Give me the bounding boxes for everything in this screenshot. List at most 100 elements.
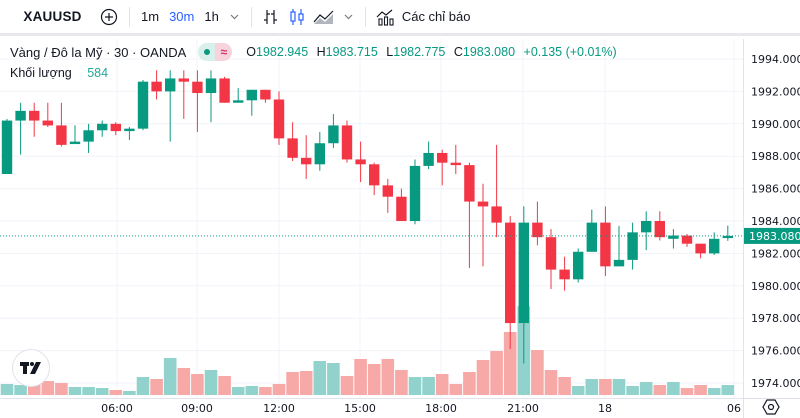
candle	[219, 76, 230, 103]
bar-chart-icon	[263, 9, 277, 24]
volume-bar	[14, 385, 27, 395]
time-tick-label: 06	[727, 402, 741, 415]
candle	[314, 131, 325, 171]
candle	[205, 70, 217, 123]
volume-bar	[55, 383, 68, 395]
candle	[369, 162, 380, 196]
volume-bar	[503, 332, 517, 395]
candle	[355, 141, 366, 183]
volume-bar	[449, 384, 463, 395]
candle	[505, 216, 516, 349]
indicators-icon	[376, 9, 394, 26]
candle	[165, 70, 176, 142]
candle	[518, 206, 529, 364]
volume-bar	[626, 386, 639, 395]
volume-label[interactable]: Khối lượng	[10, 66, 72, 80]
candle	[423, 141, 434, 170]
bar-chart-type-button[interactable]	[258, 3, 284, 31]
volume-bar	[123, 391, 136, 395]
open-label: O	[246, 45, 257, 59]
volume-bar	[667, 382, 680, 395]
volume-bar	[531, 350, 544, 395]
market-status-pill[interactable]: ≈	[198, 43, 233, 61]
interval-dropdown-button[interactable]	[224, 3, 245, 31]
volume-bar	[422, 377, 435, 395]
candle	[233, 88, 244, 103]
candle	[83, 123, 94, 153]
hexagon-settings-icon	[762, 399, 780, 415]
tradingview-logo[interactable]	[12, 349, 50, 387]
candle	[192, 70, 203, 132]
candle	[328, 114, 339, 149]
candle	[722, 225, 733, 241]
volume-bar	[109, 390, 123, 395]
candle	[260, 89, 271, 103]
last-price-badge	[744, 227, 800, 244]
interval-1h-button[interactable]: 1h	[204, 9, 219, 24]
volume-bar	[340, 376, 354, 395]
price-tick-label: 1994.000	[751, 53, 800, 66]
volume-bar	[177, 368, 191, 395]
volume-bar	[204, 370, 218, 395]
time-tick-label: 18	[598, 402, 612, 415]
volume-bar	[68, 387, 82, 395]
indicators-label: Các chỉ báo	[401, 9, 471, 24]
candle	[110, 122, 121, 136]
add-symbol-button[interactable]	[95, 3, 123, 31]
volume-bar	[694, 385, 707, 395]
ohlc-values: O1982.945 H1983.715 L1982.775 C1983.080 …	[246, 45, 621, 59]
series-title[interactable]: Vàng / Đô la Mỹ · 30 · OANDA	[10, 44, 187, 60]
volume-bar	[544, 370, 558, 395]
time-tick-label: 15:00	[344, 402, 376, 415]
interval-1m-button[interactable]: 1m	[141, 9, 160, 24]
price-tick-label: 1988.000	[751, 150, 800, 163]
candle	[464, 162, 475, 268]
time-tick-label: 18:00	[425, 402, 457, 415]
time-tick-label: 09:00	[181, 402, 213, 415]
candle	[545, 229, 557, 290]
volume-value: 584	[87, 66, 109, 80]
chart-type-dropdown-button[interactable]	[338, 3, 359, 31]
candle	[668, 229, 679, 249]
symbol-search-button[interactable]: XAUUSD	[23, 9, 82, 24]
volume-bar	[82, 387, 95, 395]
interval-30m-button[interactable]: 30m	[169, 9, 195, 24]
time-tick-label: 12:00	[263, 402, 295, 415]
volume-bar	[95, 388, 109, 395]
time-tick-label: 21:00	[507, 402, 539, 415]
candle	[586, 209, 597, 252]
volume-bar	[286, 372, 299, 395]
volume-bar	[612, 379, 626, 395]
price-chart[interactable]: 1994.000 1992.000 1990.000 1988.000 1986.000…	[0, 39, 800, 418]
volume-bar	[327, 363, 340, 395]
price-tick-label: 1986.000	[751, 183, 800, 196]
indicators-button[interactable]: Các chỉ báo	[372, 3, 475, 31]
candle	[341, 120, 353, 163]
top-toolbar: XAUUSD 1m 30m 1h	[0, 0, 800, 36]
candle	[396, 188, 407, 221]
volume-bar	[585, 379, 599, 395]
open-value: 1982.945	[256, 45, 309, 59]
candle-chart-type-button[interactable]	[284, 3, 310, 31]
volume-bar	[721, 385, 735, 395]
chevron-down-icon	[344, 14, 353, 19]
area-chart-type-button[interactable]	[310, 3, 338, 31]
price-tick-label: 1976.000	[751, 345, 800, 358]
change-value: +0.135 (+0.01%)	[523, 45, 617, 59]
plus-circle-icon	[100, 8, 118, 25]
candle	[151, 70, 162, 100]
volume-bar	[408, 377, 422, 395]
candle	[641, 211, 652, 251]
area-chart-icon	[313, 10, 334, 24]
volume-bar	[367, 364, 381, 395]
price-tick-label: 1990.000	[751, 118, 800, 131]
market-open-dot-icon	[203, 49, 210, 55]
volume-bar	[313, 361, 327, 395]
volume-bar	[354, 359, 367, 395]
candle	[246, 89, 257, 116]
volume-bar	[476, 360, 490, 395]
last-price-label: 1983.080	[749, 230, 800, 243]
axis-settings-button[interactable]	[762, 398, 780, 416]
candle	[56, 102, 67, 147]
volume-bar	[150, 379, 163, 395]
